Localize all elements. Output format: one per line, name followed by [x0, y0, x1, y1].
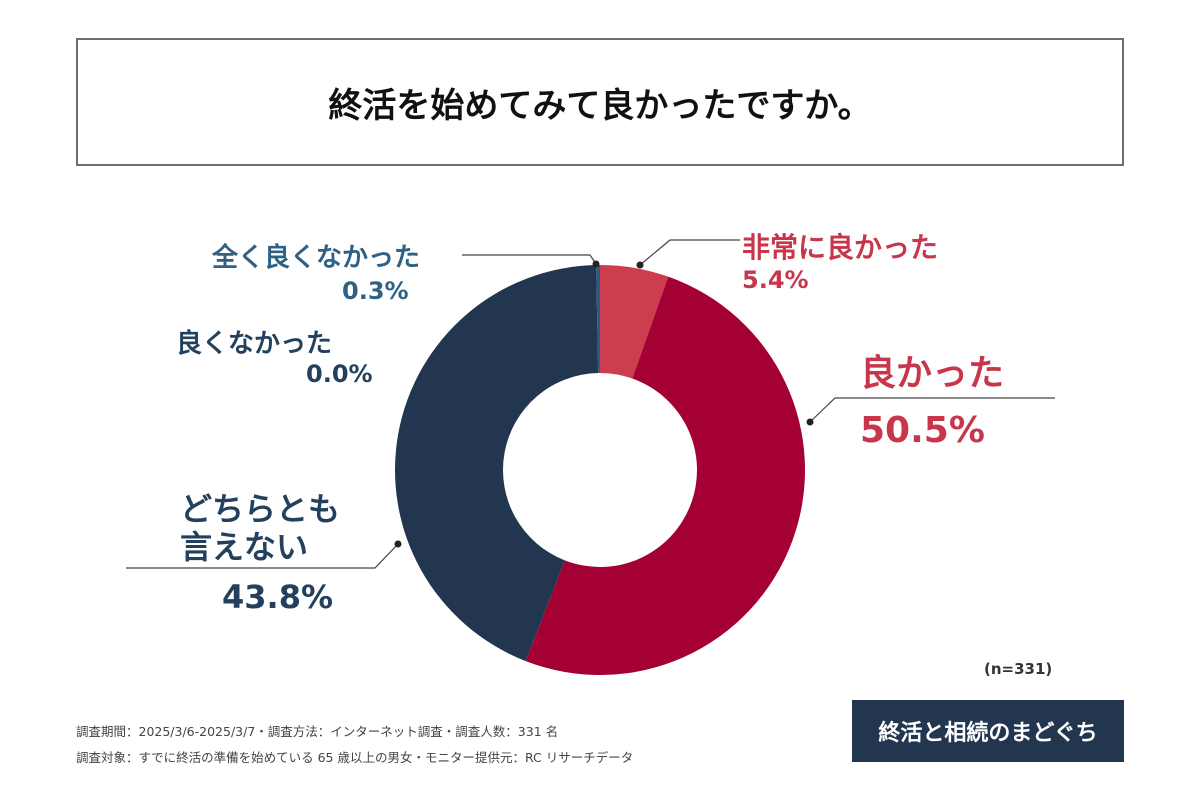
chart-title: 終活を始めてみて良かったですか。 [76, 38, 1124, 166]
slice-label-1: 良かった [860, 353, 1005, 394]
donut-slice-1 [525, 276, 805, 675]
leader-line-slice-1 [809, 397, 1055, 423]
slice-value-4: 0.3% [342, 277, 409, 305]
slice-value-1: 50.5% [860, 410, 985, 451]
leader-dot-slice-0 [636, 261, 644, 269]
leader-dot-slice-2 [394, 540, 402, 548]
slice-label-2-line2: 言えない [180, 528, 309, 566]
leader-dot-slice-4 [592, 260, 600, 268]
slice-value-3: 0.0% [306, 360, 373, 388]
donut-slice-0 [600, 265, 669, 379]
leader-dot-slice-1 [806, 418, 814, 426]
footer-survey-info: 調査期間：2025/3/6-2025/3/7・調査方法：インターネット調査・調査… [76, 724, 559, 739]
slice-label-2-line1: どちらとも [180, 490, 341, 528]
slice-value-2: 43.8% [222, 578, 334, 616]
slice-label-0: 非常に良かった [742, 231, 939, 264]
footer-survey-target: 調査対象：すでに終活の準備を始めている 65 歳以上の男女・モニター提供元：RC… [76, 750, 634, 765]
slice-label-3: 良くなかった [176, 329, 333, 359]
slice-label-4: 全く良くなかった [212, 243, 421, 273]
sample-size: (n=331) [984, 660, 1053, 678]
leader-line-slice-2 [126, 543, 399, 569]
donut-slice-2 [394, 265, 599, 662]
leader-line-slice-4 [462, 254, 597, 265]
donut-slice-4 [596, 265, 600, 374]
slice-value-0: 5.4% [742, 266, 809, 294]
leader-line-slice-0 [639, 239, 740, 266]
brand-logo: 終活と相続のまどぐち [852, 700, 1124, 762]
